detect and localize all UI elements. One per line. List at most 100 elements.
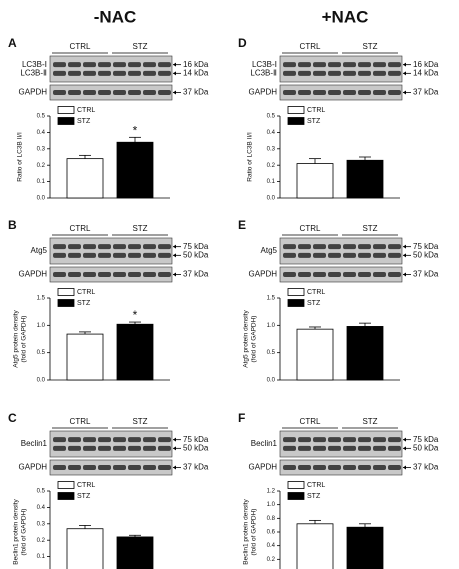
bar [66,158,104,199]
significance-mark: * [133,123,138,137]
blot-band [313,252,326,258]
blot-band [298,70,311,76]
marker-label: 37 kDa [183,463,209,472]
blot-band [343,437,356,443]
blot-band [113,62,126,68]
blot-band [328,70,341,76]
y-tick-label: 0.5 [37,350,46,356]
blot-band [388,90,401,95]
marker-arrowhead [403,253,406,258]
blot-band [328,437,341,443]
blot-band [373,272,386,277]
y-tick-label: 0.4 [267,130,276,136]
marker-arrowhead [403,71,406,76]
blot-band [143,445,156,451]
blot-band [113,244,126,250]
y-axis-label: Ratio of LC3B II/I [247,132,254,182]
blot-band [143,244,156,250]
marker-label: 75 kDa [183,435,209,444]
blot-band [98,252,111,258]
blot-band [373,244,386,250]
group-label: STZ [132,417,147,426]
blot-band [283,244,296,250]
blot-band [373,90,386,95]
blot-band [83,437,96,443]
blot [279,237,403,265]
blot-row-label: Beclin1 [21,439,48,448]
blot-band [98,90,111,95]
blot-band [388,445,401,451]
marker-arrowhead [173,446,176,451]
y-axis-label: (fold of GAPDH) [21,509,28,556]
blot-band [328,244,341,250]
blot-band [298,465,311,470]
panel-label: C [8,411,17,425]
marker-arrowhead [173,272,176,277]
group-label: CTRL [70,417,91,426]
y-tick-label: 1.0 [267,323,276,329]
marker-arrowhead [403,437,406,442]
blot-band [328,62,341,68]
panel-label: D [238,36,247,50]
legend-label: CTRL [307,107,325,114]
y-tick-label: 0.4 [37,130,46,136]
y-tick-label: 0.0 [267,196,276,202]
blot-band [358,437,371,443]
marker-arrowhead [403,62,406,67]
y-tick-label: 1.2 [267,489,276,495]
marker-arrowhead [173,253,176,258]
blot-band [373,437,386,443]
blot-band [68,272,81,277]
blot-band [283,445,296,451]
blot-band [68,90,81,95]
blot-band [328,90,341,95]
blot-band [53,90,66,95]
blot [49,55,173,83]
marker-label: 14 kDa [183,68,209,77]
blot-row-label: LC3B-Ⅰ [252,60,277,69]
blot-band [283,252,296,258]
bar [296,163,334,199]
blot-band [113,90,126,95]
blot-row-label: GAPDH [19,463,48,472]
legend-swatch [57,117,75,125]
blot-band [313,90,326,95]
blot-band [113,437,126,443]
blot-band [68,244,81,250]
y-axis-label: (fold of GAPDH) [251,316,258,363]
y-tick-label: 0.4 [267,543,276,549]
blot-band [83,62,96,68]
legend-swatch [57,299,75,307]
blot-band [68,252,81,258]
y-axis-label: Beclin1 protein density [13,499,20,565]
blot-band [373,62,386,68]
column-header: +NAC [322,7,369,26]
marker-label: 37 kDa [413,463,439,472]
blot-band [128,90,141,95]
blot-band [343,465,356,470]
marker-label: 75 kDa [183,242,209,251]
legend-label: STZ [77,300,91,307]
blot-band [283,62,296,68]
blot-band [128,244,141,250]
blot-band [68,445,81,451]
y-tick-label: 0.5 [267,350,276,356]
blot-row-label: LC3B-Ⅱ [20,68,47,77]
bar [66,528,104,569]
group-label: CTRL [300,417,321,426]
blot-band [83,465,96,470]
blot-row-label: GAPDH [19,270,48,279]
legend-swatch [57,481,75,489]
blot-band [343,244,356,250]
legend-swatch [287,492,305,500]
marker-arrowhead [173,244,176,249]
legend-label: CTRL [77,107,95,114]
marker-arrowhead [173,62,176,67]
significance-mark: * [133,308,138,322]
blot-band [358,90,371,95]
y-tick-label: 0.2 [267,163,276,169]
group-label: STZ [132,42,147,51]
blot-band [68,62,81,68]
legend-label: CTRL [77,289,95,296]
blot-band [358,445,371,451]
